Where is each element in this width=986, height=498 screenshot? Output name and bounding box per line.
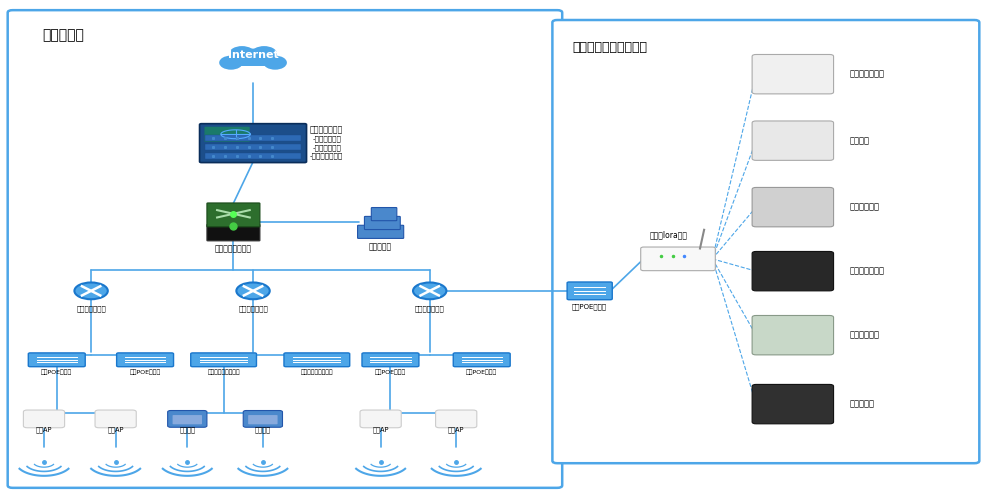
Text: 物联网lora网关: 物联网lora网关 bbox=[649, 231, 686, 240]
Text: 智能空调面板: 智能空调面板 bbox=[849, 331, 879, 340]
FancyBboxPatch shape bbox=[567, 282, 611, 300]
FancyBboxPatch shape bbox=[207, 203, 259, 227]
Text: 吸顶AP: 吸顶AP bbox=[35, 426, 52, 433]
Text: 有线终端: 有线终端 bbox=[179, 426, 195, 433]
FancyBboxPatch shape bbox=[29, 353, 85, 367]
Text: 红外遥控器: 红外遥控器 bbox=[849, 399, 874, 409]
Text: 智能POE交换机: 智能POE交换机 bbox=[375, 370, 405, 375]
Ellipse shape bbox=[219, 56, 243, 70]
Text: 面板AP: 面板AP bbox=[107, 426, 124, 433]
Text: 智能光核心交换机: 智能光核心交换机 bbox=[215, 245, 251, 253]
Text: 有线终端: 有线终端 bbox=[254, 426, 270, 433]
Text: 智能汇聚交换机: 智能汇聚交换机 bbox=[76, 306, 106, 312]
Bar bbox=[205, 153, 301, 159]
Bar bbox=[205, 144, 301, 150]
FancyBboxPatch shape bbox=[435, 410, 476, 428]
FancyBboxPatch shape bbox=[751, 384, 833, 424]
FancyBboxPatch shape bbox=[199, 124, 307, 162]
Bar bbox=[205, 135, 301, 141]
Ellipse shape bbox=[263, 56, 287, 70]
Text: 智能汇聚交换机: 智能汇聚交换机 bbox=[238, 306, 267, 312]
FancyBboxPatch shape bbox=[453, 353, 510, 367]
Text: 智能二层接入交换机: 智能二层接入交换机 bbox=[300, 370, 333, 375]
FancyBboxPatch shape bbox=[751, 121, 833, 160]
FancyBboxPatch shape bbox=[247, 415, 277, 424]
Ellipse shape bbox=[229, 46, 254, 61]
FancyBboxPatch shape bbox=[362, 353, 418, 367]
FancyBboxPatch shape bbox=[552, 20, 978, 463]
Text: 智能POE交换机: 智能POE交换机 bbox=[572, 303, 606, 310]
FancyBboxPatch shape bbox=[8, 10, 562, 488]
Text: 室外AP: 室外AP bbox=[448, 426, 464, 433]
FancyBboxPatch shape bbox=[243, 410, 282, 427]
FancyBboxPatch shape bbox=[204, 127, 249, 142]
Text: 组网示意图: 组网示意图 bbox=[42, 28, 84, 42]
Text: 智能汇聚交换机: 智能汇聚交换机 bbox=[414, 306, 444, 312]
FancyBboxPatch shape bbox=[284, 353, 349, 367]
Text: 通用数据采集器: 通用数据采集器 bbox=[849, 266, 883, 276]
FancyBboxPatch shape bbox=[751, 54, 833, 94]
Text: 智能POE交换机: 智能POE交换机 bbox=[129, 370, 161, 375]
Text: 智能二层接入交换机: 智能二层接入交换机 bbox=[207, 370, 240, 375]
Text: 智能POE交换机: 智能POE交换机 bbox=[465, 370, 497, 375]
Text: 高密AP: 高密AP bbox=[372, 426, 388, 433]
FancyBboxPatch shape bbox=[168, 410, 207, 427]
Text: -无线管控平台: -无线管控平台 bbox=[312, 136, 341, 142]
FancyBboxPatch shape bbox=[371, 208, 396, 221]
FancyBboxPatch shape bbox=[751, 187, 833, 227]
FancyBboxPatch shape bbox=[207, 225, 259, 241]
Text: -有线管控平台: -有线管控平台 bbox=[312, 144, 341, 151]
FancyBboxPatch shape bbox=[357, 225, 403, 239]
Bar bbox=[222, 59, 284, 66]
FancyBboxPatch shape bbox=[364, 217, 400, 230]
Circle shape bbox=[412, 282, 446, 299]
Text: 普教物联网组网拓扑图: 普教物联网组网拓扑图 bbox=[572, 41, 647, 54]
FancyBboxPatch shape bbox=[116, 353, 174, 367]
Ellipse shape bbox=[239, 49, 267, 65]
FancyBboxPatch shape bbox=[173, 415, 202, 424]
Text: 入墙式智能插座: 入墙式智能插座 bbox=[849, 70, 883, 79]
Text: -物联网管理平台: -物联网管理平台 bbox=[310, 152, 343, 159]
FancyBboxPatch shape bbox=[640, 247, 715, 271]
Text: 智能POE交换机: 智能POE交换机 bbox=[41, 370, 72, 375]
Circle shape bbox=[236, 282, 269, 299]
FancyBboxPatch shape bbox=[190, 353, 256, 367]
Circle shape bbox=[74, 282, 107, 299]
FancyBboxPatch shape bbox=[95, 410, 136, 428]
Text: 内网服务器: 内网服务器 bbox=[369, 242, 391, 251]
Text: 温湿度传感器: 温湿度传感器 bbox=[849, 203, 879, 212]
Ellipse shape bbox=[251, 46, 277, 61]
FancyBboxPatch shape bbox=[751, 251, 833, 291]
Text: 智能排插: 智能排插 bbox=[849, 136, 869, 145]
Text: 信锐网络控制器: 信锐网络控制器 bbox=[310, 126, 343, 135]
Text: Internet: Internet bbox=[228, 50, 278, 60]
FancyBboxPatch shape bbox=[24, 410, 64, 428]
FancyBboxPatch shape bbox=[360, 410, 401, 428]
FancyBboxPatch shape bbox=[751, 315, 833, 355]
